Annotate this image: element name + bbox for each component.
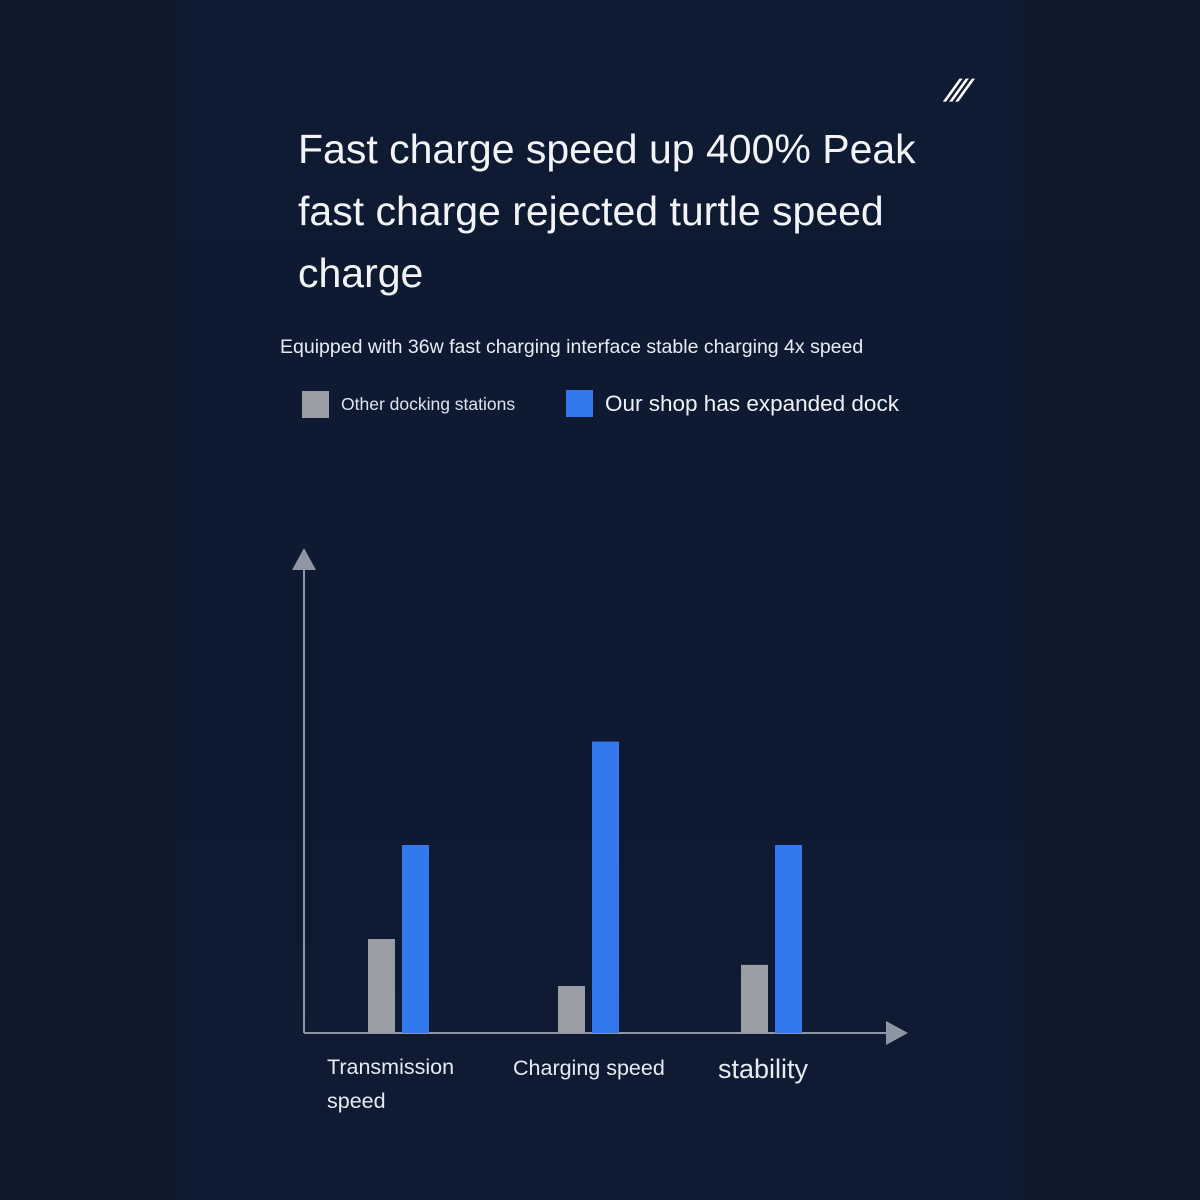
bar-ours bbox=[775, 845, 802, 1033]
category-label: Transmission speed bbox=[327, 1055, 455, 1113]
chart-title: Fast charge speed up 400% Peak fast char… bbox=[298, 126, 916, 296]
category-label: stability bbox=[718, 1054, 809, 1084]
legend-swatch-ours bbox=[566, 390, 593, 417]
legend-swatch-other bbox=[302, 391, 329, 418]
legend-label-ours: Our shop has expanded dock bbox=[605, 390, 899, 416]
bar-ours bbox=[402, 845, 429, 1033]
bar-other bbox=[368, 939, 395, 1033]
legend-item-other: Other docking stations bbox=[302, 391, 515, 418]
legend-item-ours: Our shop has expanded dock bbox=[566, 390, 899, 417]
bar-other bbox=[741, 964, 768, 1033]
bar-other bbox=[558, 986, 585, 1033]
x-axis-arrow-icon bbox=[886, 1021, 908, 1045]
y-axis-arrow-icon bbox=[292, 548, 316, 570]
chart-subtitle: Equipped with 36w fast charging interfac… bbox=[280, 336, 864, 358]
bars-group bbox=[368, 741, 802, 1033]
category-label: Charging speed bbox=[513, 1056, 665, 1080]
legend-label-other: Other docking stations bbox=[341, 394, 516, 414]
bar-ours bbox=[592, 741, 619, 1033]
